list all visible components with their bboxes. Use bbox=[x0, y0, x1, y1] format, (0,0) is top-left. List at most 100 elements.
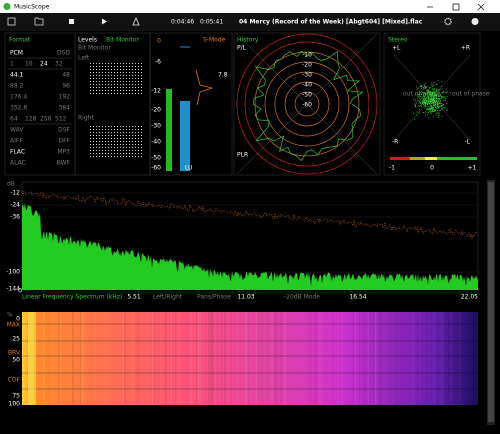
stereo-dot bbox=[434, 110, 436, 112]
spectrogram-stripe bbox=[152, 312, 153, 405]
stereo-dot bbox=[426, 105, 428, 107]
stereo-dot bbox=[424, 92, 426, 94]
history-ring-label: -40 bbox=[302, 82, 312, 89]
stereo-dot bbox=[442, 99, 444, 101]
spectrogram-stripe bbox=[138, 312, 140, 405]
scrollbar-thumb[interactable] bbox=[488, 182, 494, 422]
stereo-dot bbox=[450, 91, 452, 93]
stereo-dot bbox=[418, 112, 420, 114]
format-option: MP3 bbox=[57, 149, 70, 156]
spectrogram-stripe bbox=[54, 312, 55, 405]
stereo-dot bbox=[438, 103, 440, 105]
file-name: 04 Mercy (Record of the Week) [Abgt604] … bbox=[239, 19, 423, 26]
spectrogram-stripe bbox=[152, 312, 154, 405]
stereo-dot bbox=[439, 99, 441, 101]
spectrogram-band bbox=[22, 372, 478, 374]
spectrogram-stripe bbox=[258, 312, 260, 405]
spectrogram-stripe bbox=[123, 312, 125, 405]
stereo-dot bbox=[445, 92, 447, 94]
format-option: 512 bbox=[55, 116, 67, 123]
stereo-dot bbox=[425, 87, 427, 89]
stereo-dot bbox=[436, 94, 438, 96]
maximize-button[interactable] bbox=[452, 3, 460, 11]
stop-button[interactable] bbox=[69, 19, 74, 24]
spectrogram-stripe bbox=[268, 312, 270, 405]
stereo-dot bbox=[428, 109, 430, 111]
settings-button[interactable] bbox=[444, 17, 452, 26]
spectrogram-stripe bbox=[164, 312, 166, 405]
balance-bar bbox=[437, 157, 477, 160]
spectrogram-stripe bbox=[154, 312, 155, 405]
stereo-dot bbox=[433, 100, 435, 102]
spectrogram-stripe bbox=[460, 312, 462, 405]
spectrogram-stripe bbox=[187, 312, 189, 405]
spectrogram-stripe bbox=[42, 312, 44, 405]
stereo-dot bbox=[421, 91, 423, 93]
mode-button[interactable]: -20dB Mode bbox=[284, 294, 320, 301]
stereo-dot bbox=[435, 102, 437, 104]
history-ring-label: -30 bbox=[302, 72, 312, 79]
format-option: DSF bbox=[58, 127, 70, 134]
stereo-dot bbox=[438, 105, 440, 107]
info-button[interactable] bbox=[471, 18, 479, 25]
open-button[interactable] bbox=[34, 17, 44, 26]
stereo-dot bbox=[430, 82, 432, 84]
stereo-dot bbox=[433, 98, 435, 100]
spectrogram-stripe bbox=[418, 312, 420, 405]
stereo-dot bbox=[421, 94, 423, 96]
analyze-button[interactable] bbox=[132, 16, 140, 26]
stereo-dot bbox=[425, 86, 427, 88]
stereo-dot bbox=[429, 94, 431, 96]
mode-button[interactable]: Pans/Phase bbox=[197, 294, 231, 301]
stereo-dot bbox=[427, 100, 429, 102]
stereo-dot bbox=[436, 100, 438, 102]
level-bar bbox=[166, 89, 172, 171]
stereo-dot bbox=[441, 81, 443, 83]
spectrogram-stripe bbox=[39, 312, 41, 405]
spectrogram-stripe bbox=[175, 312, 177, 405]
spectrogram-stripe bbox=[318, 312, 320, 405]
channel-label: Right bbox=[78, 115, 94, 122]
stereo-dot bbox=[420, 99, 422, 101]
stereo-dot bbox=[433, 82, 435, 84]
stereo-dot bbox=[417, 94, 419, 96]
play-button[interactable] bbox=[102, 18, 107, 25]
stereo-dot bbox=[431, 109, 433, 111]
freq-label: 5.51 bbox=[127, 294, 141, 301]
stereo-dot bbox=[431, 85, 433, 87]
format-option: 44.1 bbox=[10, 72, 24, 79]
format-option: 32 bbox=[55, 61, 63, 68]
stereo-dot bbox=[446, 109, 448, 111]
stereo-dot bbox=[427, 90, 429, 92]
stereo-dot bbox=[435, 105, 437, 107]
stereo-dot bbox=[420, 96, 422, 98]
stereo-dot bbox=[426, 108, 428, 110]
stereo-dot bbox=[434, 96, 436, 98]
stereo-dot bbox=[446, 95, 448, 97]
stereo-dot bbox=[424, 111, 426, 113]
meter-scale: -30 bbox=[151, 123, 161, 130]
menu-button[interactable] bbox=[7, 17, 16, 26]
stereo-dot bbox=[441, 104, 443, 106]
spectrogram-unit: % bbox=[7, 312, 13, 319]
stereo-dot bbox=[438, 100, 440, 102]
spectrogram-stripe bbox=[450, 312, 452, 405]
meter-scale: -12 bbox=[151, 88, 161, 95]
spectrogram-stripe bbox=[224, 312, 225, 405]
stereo-dot bbox=[434, 105, 436, 107]
stereo-dot bbox=[438, 99, 440, 101]
stereo-dot bbox=[427, 92, 429, 94]
mode-button[interactable]: Left/Right bbox=[153, 294, 183, 301]
meter-scale: -60 bbox=[151, 165, 161, 172]
format-option: 88.2 bbox=[10, 83, 24, 90]
panel-tab[interactable]: Bit Monitor bbox=[106, 37, 139, 44]
stereo-dot bbox=[429, 99, 431, 101]
stereo-dot bbox=[413, 99, 415, 101]
db-label: -36 bbox=[10, 214, 20, 221]
stereo-dot bbox=[424, 104, 426, 106]
stereo-dot bbox=[429, 93, 431, 95]
close-button[interactable] bbox=[477, 3, 485, 11]
stereo-dot bbox=[418, 97, 420, 99]
stereo-dot bbox=[438, 98, 440, 100]
stereo-dot bbox=[443, 96, 445, 98]
